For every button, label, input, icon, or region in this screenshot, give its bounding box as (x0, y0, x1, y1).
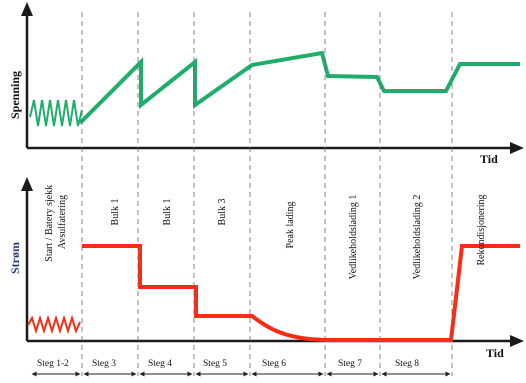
phase-label-bulk1: Bulk 1 (110, 199, 121, 226)
voltage-zigzag (29, 99, 83, 127)
current-y-axis-arrow (21, 177, 33, 191)
phase-label-bulk1b: Bulk 1 (162, 199, 173, 226)
voltage-x-axis-arrow (510, 142, 524, 154)
voltage-x-label: Tid (480, 152, 498, 166)
phase-label-recond: Rekondisjonering (476, 194, 487, 265)
current-curve (82, 244, 520, 342)
voltage-chart: Spenning Tid (8, 2, 524, 166)
step-label-8: Steg 8 (395, 359, 419, 369)
step-label-6: Steg 6 (262, 359, 286, 369)
phase-label-peak: Peak lading (285, 202, 296, 249)
voltage-curve (78, 50, 520, 125)
voltage-y-axis-arrow (21, 2, 33, 16)
current-x-label: Tid (486, 346, 504, 360)
step-label-1-2: Steg 1-2 (37, 359, 69, 369)
phase-separators (81, 12, 453, 376)
step-labels: Steg 1-2 Steg 3 Steg 4 Steg 5 Steg 6 Ste… (37, 359, 419, 369)
current-y-label: Strøm (8, 242, 22, 274)
current-chart: Strøm Tid (8, 177, 524, 360)
current-x-axis-arrow (510, 335, 524, 347)
step-label-4: Steg 4 (148, 359, 172, 369)
step-label-7: Steg 7 (338, 359, 362, 369)
step-label-5: Steg 5 (203, 359, 227, 369)
current-zigzag (27, 314, 81, 335)
phase-label-maint1: Vedlikeholdslading 1 (348, 195, 359, 280)
phase-labels: Start / Batery sjekk Avsulfatering Bulk … (44, 182, 487, 280)
phase-label-start: Start / Batery sjekk Avsulfatering (44, 182, 68, 261)
phase-label-bulk3: Bulk 3 (217, 199, 228, 226)
voltage-y-label: Spenning (8, 71, 22, 119)
step-label-3: Steg 3 (92, 359, 116, 369)
phase-label-maint2: Vedlikeholdslading 2 (412, 195, 423, 280)
